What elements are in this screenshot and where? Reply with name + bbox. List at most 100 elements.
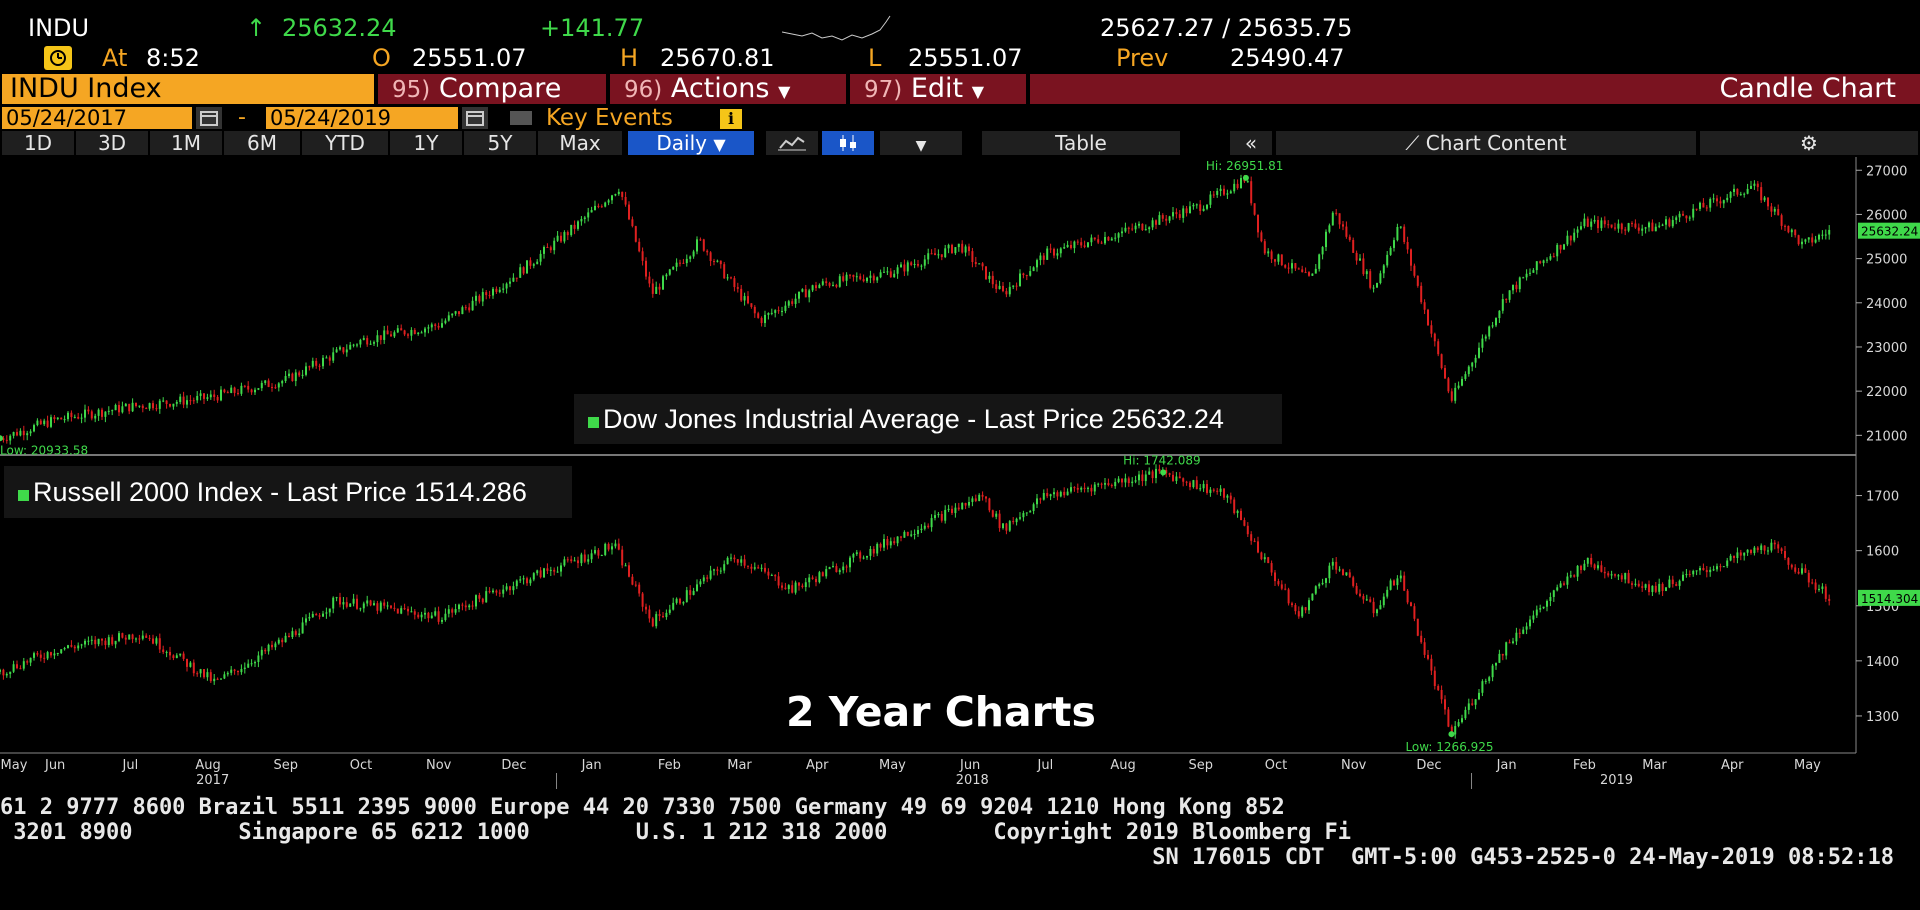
range-max-button[interactable]: Max xyxy=(538,131,622,155)
candle-body xyxy=(104,640,107,646)
chart-style-dropdown[interactable]: ▼ xyxy=(880,131,962,155)
candle-body xyxy=(689,256,692,259)
chart-content-button[interactable]: ⟋ Chart Content xyxy=(1276,131,1696,155)
candle-body xyxy=(1352,577,1355,586)
edit-button[interactable]: 97) Edit ▼ xyxy=(850,74,1026,104)
actions-button[interactable]: 96) Actions ▼ xyxy=(610,74,846,104)
candle-body xyxy=(1233,183,1236,192)
range-1y-button[interactable]: 1Y xyxy=(390,131,462,155)
candle-body xyxy=(1192,480,1195,488)
candle-body xyxy=(1712,198,1715,200)
candle-body xyxy=(240,668,243,673)
candle-body xyxy=(1512,641,1514,644)
candle-body xyxy=(709,570,712,579)
security-field[interactable]: INDU Index xyxy=(2,74,374,104)
candle-body xyxy=(505,586,508,590)
bid-ask: 25627.27 / 25635.75 xyxy=(1100,14,1353,42)
candle-body xyxy=(1172,212,1174,217)
candle-chart-icon[interactable] xyxy=(822,131,874,155)
candle-body xyxy=(743,559,746,566)
range-ytd-button[interactable]: YTD xyxy=(302,131,388,155)
candle-body xyxy=(1427,654,1429,659)
info-icon[interactable]: i xyxy=(720,109,742,129)
range-1m-button[interactable]: 1M xyxy=(150,131,222,155)
double-chevron-left-icon[interactable]: « xyxy=(1230,131,1272,155)
candle-body xyxy=(1083,245,1086,247)
candle-body xyxy=(679,598,681,604)
at-label: At xyxy=(102,44,128,72)
candle-body xyxy=(947,508,950,510)
candle-body xyxy=(1328,225,1331,232)
candle-body xyxy=(692,251,695,257)
key-events-label[interactable]: Key Events xyxy=(546,105,673,131)
candle-body xyxy=(1399,575,1402,579)
period-dropdown[interactable]: Daily ▼ xyxy=(628,131,754,155)
candle-body xyxy=(1661,224,1664,226)
candle-body xyxy=(485,591,488,603)
candle-body xyxy=(471,300,474,311)
candle-body xyxy=(1780,548,1783,552)
candle-body xyxy=(1032,504,1035,511)
candle-body xyxy=(199,669,202,674)
candle-body xyxy=(906,531,909,536)
calendar-icon[interactable] xyxy=(462,107,488,129)
candle-body xyxy=(1056,253,1059,256)
start-date-field[interactable]: 05/24/2017 xyxy=(2,107,192,129)
candle-body xyxy=(556,571,559,573)
end-date-field[interactable]: 05/24/2019 xyxy=(266,107,458,129)
candle-body xyxy=(413,329,416,335)
candle-body xyxy=(1807,572,1810,583)
candle-body xyxy=(1304,272,1307,274)
candle-body xyxy=(1386,254,1389,266)
candle-body xyxy=(1406,590,1409,603)
candle-body xyxy=(196,673,199,675)
candle-body xyxy=(70,412,73,418)
candle-body xyxy=(509,281,511,284)
candle-body xyxy=(495,288,498,292)
candle-body xyxy=(1692,570,1695,575)
candle-body xyxy=(1790,229,1793,233)
x-month-label: Feb xyxy=(1573,758,1596,773)
russell-legend[interactable]: Russell 2000 Index - Last Price 1514.286 xyxy=(4,466,572,518)
candle-body xyxy=(689,590,692,595)
candle-body xyxy=(12,664,15,672)
candle-body xyxy=(1389,580,1392,590)
candle-body xyxy=(726,277,729,279)
realtime-clock-icon[interactable] xyxy=(44,46,72,70)
range-6m-button[interactable]: 6M xyxy=(224,131,300,155)
x-month-label: Jul xyxy=(122,758,139,773)
calendar-icon[interactable] xyxy=(196,107,222,129)
gear-icon[interactable]: ⚙ xyxy=(1700,131,1918,155)
high-marker-label: Hi: 1742.089 xyxy=(1123,453,1200,467)
candle-body xyxy=(451,313,454,316)
candle-body xyxy=(1474,699,1477,705)
candle-body xyxy=(298,633,301,635)
key-events-checkbox[interactable] xyxy=(510,111,532,125)
candle-body xyxy=(896,267,899,274)
candle-body xyxy=(1787,225,1790,233)
range-3d-button[interactable]: 3D xyxy=(76,131,148,155)
candle-body xyxy=(621,549,624,566)
dow-legend[interactable]: Dow Jones Industrial Average - Last Pric… xyxy=(574,394,1282,444)
candle-body xyxy=(1763,545,1766,551)
candle-body xyxy=(420,332,423,334)
candle-body xyxy=(866,555,868,558)
compare-button[interactable]: 95) Compare xyxy=(378,74,606,104)
candle-body xyxy=(114,640,117,645)
candle-body xyxy=(257,655,260,662)
range-5y-button[interactable]: 5Y xyxy=(464,131,536,155)
candle-body xyxy=(1750,185,1752,189)
candle-body xyxy=(631,219,634,227)
table-button[interactable]: Table xyxy=(982,131,1180,155)
candle-body xyxy=(1134,225,1137,230)
candle-body xyxy=(1393,240,1395,248)
candle-body xyxy=(135,402,137,407)
line-chart-icon[interactable] xyxy=(766,131,818,155)
candle-body xyxy=(291,373,294,382)
candle-body xyxy=(1491,325,1494,327)
candle-body xyxy=(1076,487,1079,490)
candle-body xyxy=(1379,605,1382,610)
range-1d-button[interactable]: 1D xyxy=(2,131,74,155)
candle-body xyxy=(974,498,977,502)
candle-body xyxy=(1345,226,1348,237)
